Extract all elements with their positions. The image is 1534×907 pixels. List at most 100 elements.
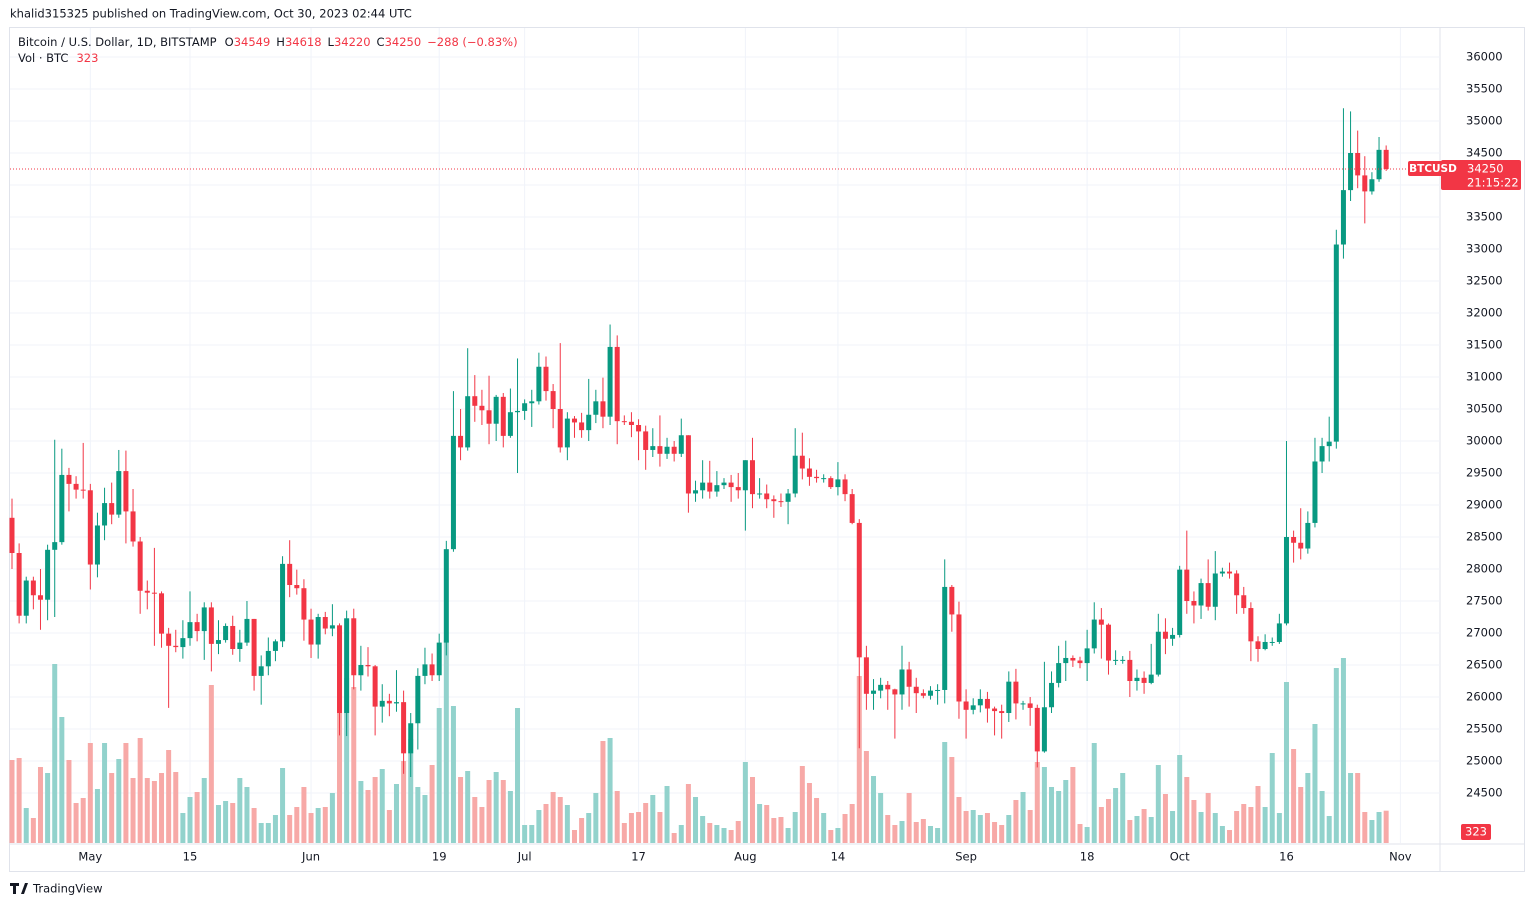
volume-bar — [372, 777, 378, 843]
volume-bar — [1056, 791, 1062, 843]
volume-bar — [949, 757, 955, 843]
candle-body — [728, 482, 734, 488]
candle-body — [1098, 619, 1104, 625]
candle-body — [116, 471, 122, 515]
volume-bar — [30, 818, 36, 843]
candle-body — [906, 669, 912, 687]
volume-bar — [201, 778, 207, 843]
volume-bar — [1383, 810, 1389, 843]
volume-bar — [557, 797, 563, 843]
candle-body — [806, 468, 812, 477]
volume-bar — [1063, 780, 1069, 843]
candle-body — [693, 490, 699, 494]
volume-bar — [707, 823, 713, 843]
brand-logo — [10, 883, 28, 894]
candle-body — [977, 698, 983, 706]
volume-bar — [465, 771, 471, 843]
x-tick-label: 19 — [432, 850, 447, 864]
candle-body — [486, 410, 492, 424]
volume-bar — [1333, 668, 1339, 843]
candle-body — [173, 645, 179, 648]
volume-bar — [892, 825, 898, 843]
candle-body — [1348, 152, 1354, 191]
candle-body — [465, 396, 471, 448]
candle-body — [586, 414, 592, 431]
volume-bar — [579, 818, 585, 843]
candle-body — [201, 607, 207, 632]
volume-bar — [1348, 773, 1354, 843]
volume-bar — [109, 773, 115, 843]
candle-body — [628, 421, 634, 426]
volume-bar — [1134, 816, 1140, 843]
candle-body — [935, 689, 941, 691]
candle-body — [1013, 681, 1019, 704]
candle-body — [94, 525, 100, 565]
volume-bar — [287, 815, 293, 843]
y-tick-label: 27000 — [1466, 626, 1503, 640]
x-tick-label: Sep — [955, 850, 977, 864]
candle-body — [16, 553, 22, 616]
candle-body — [878, 684, 884, 691]
candle-body — [372, 666, 378, 707]
volume-bar — [386, 810, 392, 843]
candle-body — [579, 422, 585, 431]
volume-bar — [522, 825, 528, 843]
volume-bar — [714, 825, 720, 843]
candle-body — [230, 625, 236, 650]
volume-bar — [1362, 812, 1368, 843]
candle-body — [778, 501, 784, 503]
volume-bar — [1020, 792, 1026, 843]
volume-bar — [792, 812, 798, 843]
candle-body — [308, 619, 314, 645]
candle-body — [849, 494, 855, 523]
volume-bar — [137, 738, 143, 843]
change: −288 (−0.83%) — [427, 35, 517, 49]
candle-body — [1362, 175, 1368, 192]
volume-bar — [1283, 682, 1289, 843]
candle-body — [1376, 149, 1382, 180]
volume-bar — [422, 795, 428, 843]
candle-body — [892, 689, 898, 695]
volume-bar — [9, 760, 15, 843]
volume-bar — [935, 828, 941, 843]
volume-bar — [116, 759, 122, 843]
candle-body — [1191, 601, 1197, 606]
candle-body — [237, 642, 243, 650]
volume-bar — [208, 685, 214, 843]
volume-bar — [1191, 800, 1197, 843]
volume-bar — [842, 814, 848, 843]
candle-body — [144, 590, 150, 593]
candle-body — [1141, 677, 1147, 683]
candle-body — [80, 489, 86, 491]
volume-bar — [1113, 788, 1119, 843]
y-tick-label: 31000 — [1466, 370, 1503, 384]
candle-body — [571, 418, 577, 423]
y-tick-label: 32000 — [1466, 306, 1503, 320]
volume-bar — [1269, 753, 1275, 843]
volume-title: Vol · BTC — [18, 51, 68, 65]
candle-body — [515, 410, 521, 413]
volume-bar — [1298, 787, 1304, 843]
candle-body — [1120, 659, 1126, 661]
volume-bar — [600, 741, 606, 843]
volume-bar — [436, 708, 442, 843]
volume-bar — [237, 778, 243, 843]
volume-bar — [365, 790, 371, 843]
candle-body — [814, 476, 820, 479]
volume-bar — [379, 769, 385, 843]
candle-body — [999, 711, 1005, 714]
volume-bar — [1006, 815, 1012, 843]
candle-body — [707, 482, 713, 492]
candle-body — [1162, 631, 1168, 639]
y-tick-label: 33500 — [1466, 209, 1503, 223]
volume-bar — [700, 816, 706, 843]
volume-bar — [23, 808, 29, 843]
x-tick-label: 14 — [831, 850, 846, 864]
legend-line: Bitcoin / U.S. Dollar, 1D, BITSTAMP O3454… — [18, 35, 518, 49]
volume-bar — [244, 787, 250, 843]
volume-bar — [173, 772, 179, 843]
volume-bar — [878, 793, 884, 843]
candle-body — [1312, 461, 1318, 523]
volume-bar — [1205, 793, 1211, 843]
published-line: khalid315325 published on TradingView.co… — [10, 7, 412, 21]
